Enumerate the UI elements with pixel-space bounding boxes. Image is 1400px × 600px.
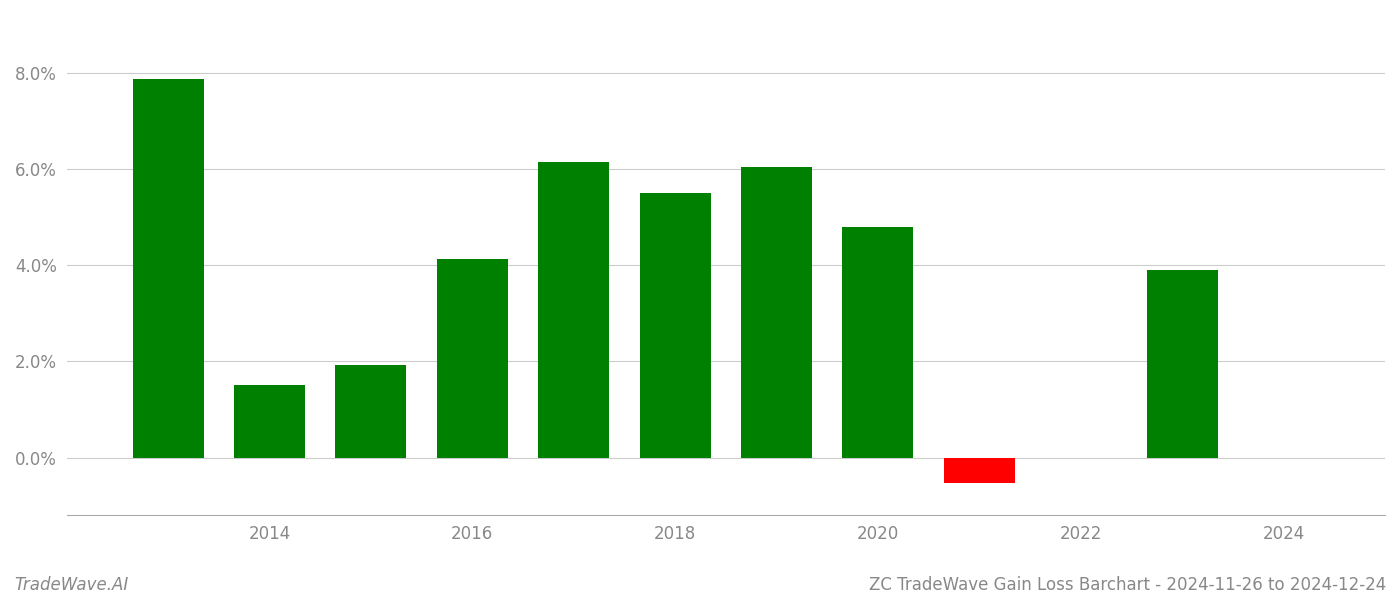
Text: ZC TradeWave Gain Loss Barchart - 2024-11-26 to 2024-12-24: ZC TradeWave Gain Loss Barchart - 2024-1… — [869, 576, 1386, 594]
Bar — [1147, 270, 1218, 458]
Bar — [336, 365, 406, 458]
Bar — [538, 162, 609, 458]
Bar — [640, 193, 711, 458]
Bar — [133, 79, 203, 458]
Bar — [234, 385, 305, 458]
Bar — [843, 227, 913, 458]
Bar — [437, 259, 508, 458]
Bar — [944, 458, 1015, 482]
Text: TradeWave.AI: TradeWave.AI — [14, 576, 129, 594]
Bar — [741, 167, 812, 458]
